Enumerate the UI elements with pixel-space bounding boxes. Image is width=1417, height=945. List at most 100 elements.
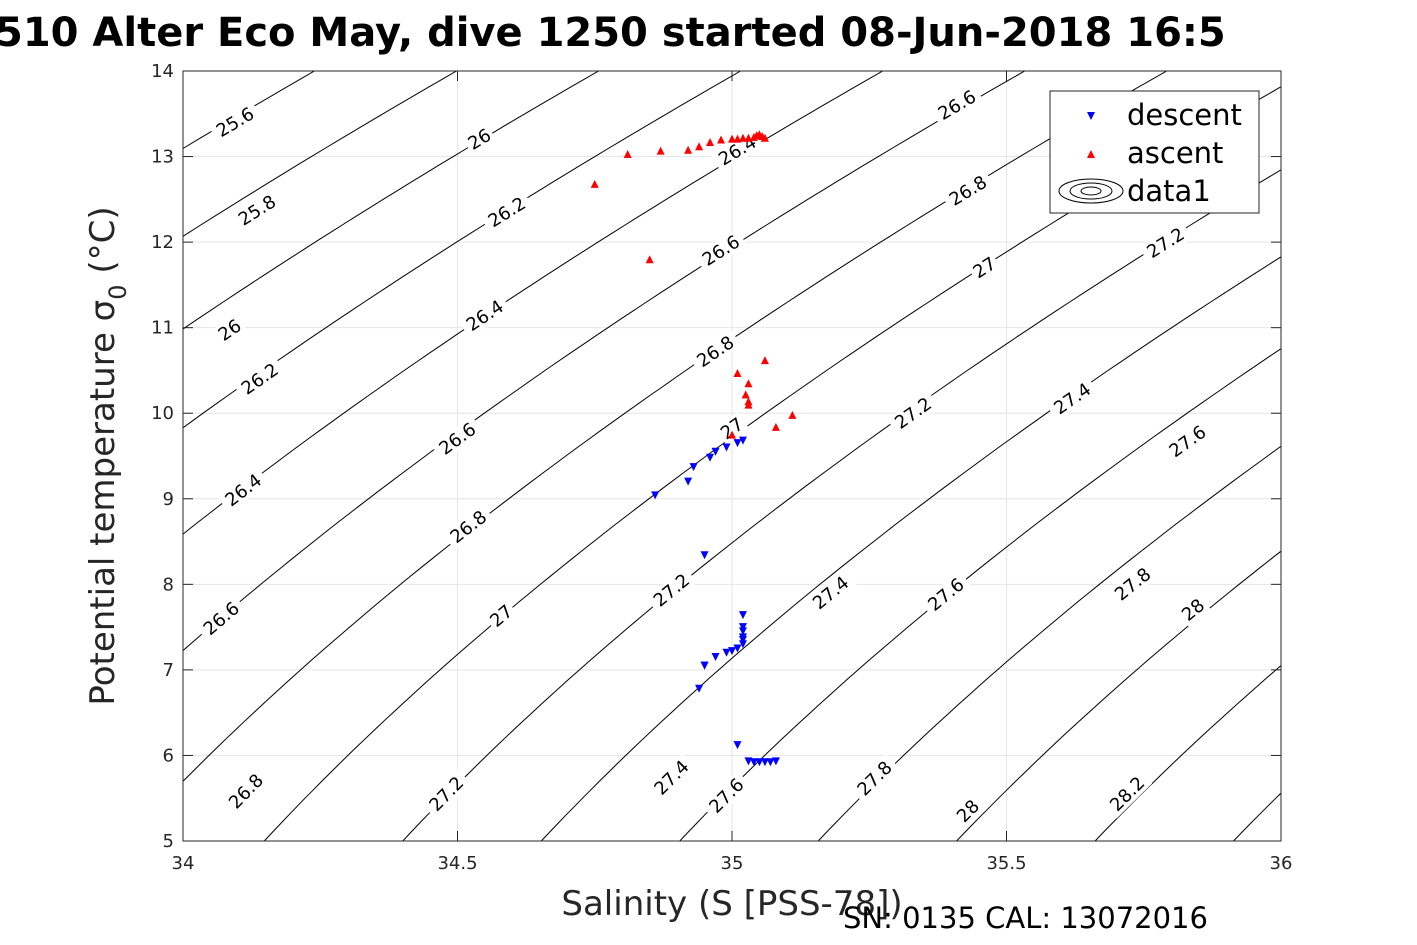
ascent-point [728, 134, 736, 143]
contour-label-bg [217, 467, 270, 514]
ascent-point [623, 149, 632, 158]
y-tick-label: 6 [163, 745, 174, 766]
contour-line-26.4 [183, 71, 884, 535]
contour-label-bg [930, 83, 984, 127]
ascent-point [733, 134, 742, 143]
descent-point [700, 661, 709, 670]
ascent-point [590, 179, 599, 188]
descent-point [771, 757, 780, 766]
descent-point [738, 623, 747, 632]
ascent-point [645, 255, 654, 264]
contour-label-bg [646, 753, 697, 803]
descent-point [651, 491, 660, 500]
contour-label-bg [484, 599, 519, 633]
contour-label-bg [1176, 593, 1211, 627]
contour-line-27.4 [540, 256, 1281, 841]
ascent-point [744, 379, 753, 388]
descent-point [738, 635, 747, 644]
descent-point [722, 648, 731, 657]
series-descent [651, 436, 780, 767]
ascent-point [728, 430, 736, 439]
descent-point [760, 758, 769, 767]
legend-marker-ascent [1087, 150, 1095, 158]
descent-point [738, 627, 747, 636]
ascent-point [788, 410, 797, 419]
x-tick-label: 35.5 [986, 853, 1026, 874]
x-tick-label: 34 [172, 853, 195, 874]
contour-label-bg [1161, 418, 1214, 465]
descent-point [744, 757, 753, 766]
contour-label-bg [951, 794, 986, 829]
legend-label-data1: data1 [1127, 174, 1211, 208]
descent-point [684, 477, 693, 486]
ascent-point [760, 133, 769, 142]
descent-point [738, 640, 747, 649]
contour-line-28.6 [1356, 54, 1417, 858]
contour-label-bg [694, 228, 748, 273]
contour-label-bg [967, 251, 1002, 284]
ascent-point [744, 133, 753, 142]
contour-label-bg [1139, 221, 1193, 265]
contour-label-bg [462, 123, 497, 156]
contour-label-bg [233, 356, 287, 402]
descent-point [738, 436, 747, 445]
chart-title: 510 Alter Eco May, dive 1250 started 08-… [0, 10, 1226, 56]
contour-line-28.2 [1094, 664, 1281, 841]
contour-line-26.2 [183, 71, 742, 429]
ascent-point [744, 397, 753, 406]
legend-marker-descent [1087, 112, 1095, 120]
x-tick-label: 36 [1270, 853, 1293, 874]
y-axis-label-main: Potential temperature σ [83, 300, 123, 706]
x-axis-ticks: 34 34.5 35 35.5 36 [172, 71, 1293, 874]
descent-point [749, 758, 758, 767]
y-tick-label: 9 [163, 489, 174, 510]
descent-point [766, 758, 775, 767]
x-axis-label: Salinity (S [PSS-78]) [561, 884, 902, 924]
descent-point [733, 439, 742, 448]
contour-label-bg [1102, 769, 1153, 819]
ascent-point [738, 133, 747, 142]
y-tick-label: 8 [163, 574, 174, 595]
contour-label-bg [849, 753, 900, 804]
contour-label-bg [421, 769, 472, 819]
descent-point [711, 447, 720, 456]
legend-label-ascent: ascent [1127, 136, 1223, 170]
x-tick-label: 35 [721, 853, 744, 874]
descent-point [722, 443, 731, 452]
descent-point [755, 758, 764, 767]
x-tick-label: 34.5 [437, 853, 477, 874]
contour-label-group: 26 [462, 123, 497, 156]
y-axis-label: Potential temperature σ0 (°C) [83, 206, 132, 705]
contour-line-25.8 [183, 71, 458, 237]
y-tick-label: 10 [151, 403, 174, 424]
contour-label-bg [1107, 560, 1159, 608]
descent-point [711, 653, 720, 662]
contour-label-bg [195, 594, 247, 643]
contour-label-bg [714, 412, 750, 445]
ascent-point [733, 369, 742, 378]
contour-label-bg [230, 188, 284, 233]
contour-label-bg [480, 190, 534, 234]
y-tick-label: 11 [151, 318, 174, 339]
ascent-point [717, 135, 726, 144]
contour-line-27.6 [679, 348, 1281, 841]
contour-label-bg [221, 766, 271, 817]
legend-box [1049, 90, 1260, 214]
legend-label-descent: descent [1127, 98, 1242, 132]
contour-line-26.6 [183, 71, 1026, 652]
contour-label-bg [208, 100, 262, 144]
ascent-point [684, 145, 693, 154]
descent-point [689, 463, 698, 472]
y-tick-label: 13 [151, 147, 174, 168]
contour-label-bg [458, 293, 512, 338]
series-ascent [590, 130, 797, 439]
ascent-point [741, 390, 750, 399]
contour-line-27.8 [817, 445, 1281, 841]
contour-label-bg [887, 390, 940, 436]
contour-label-bg [941, 169, 995, 213]
ascent-point [706, 138, 715, 147]
contour-label-bg [920, 571, 972, 619]
legend-marker-data1-contour-icon [1058, 178, 1124, 204]
y-tick-label: 12 [151, 232, 174, 253]
